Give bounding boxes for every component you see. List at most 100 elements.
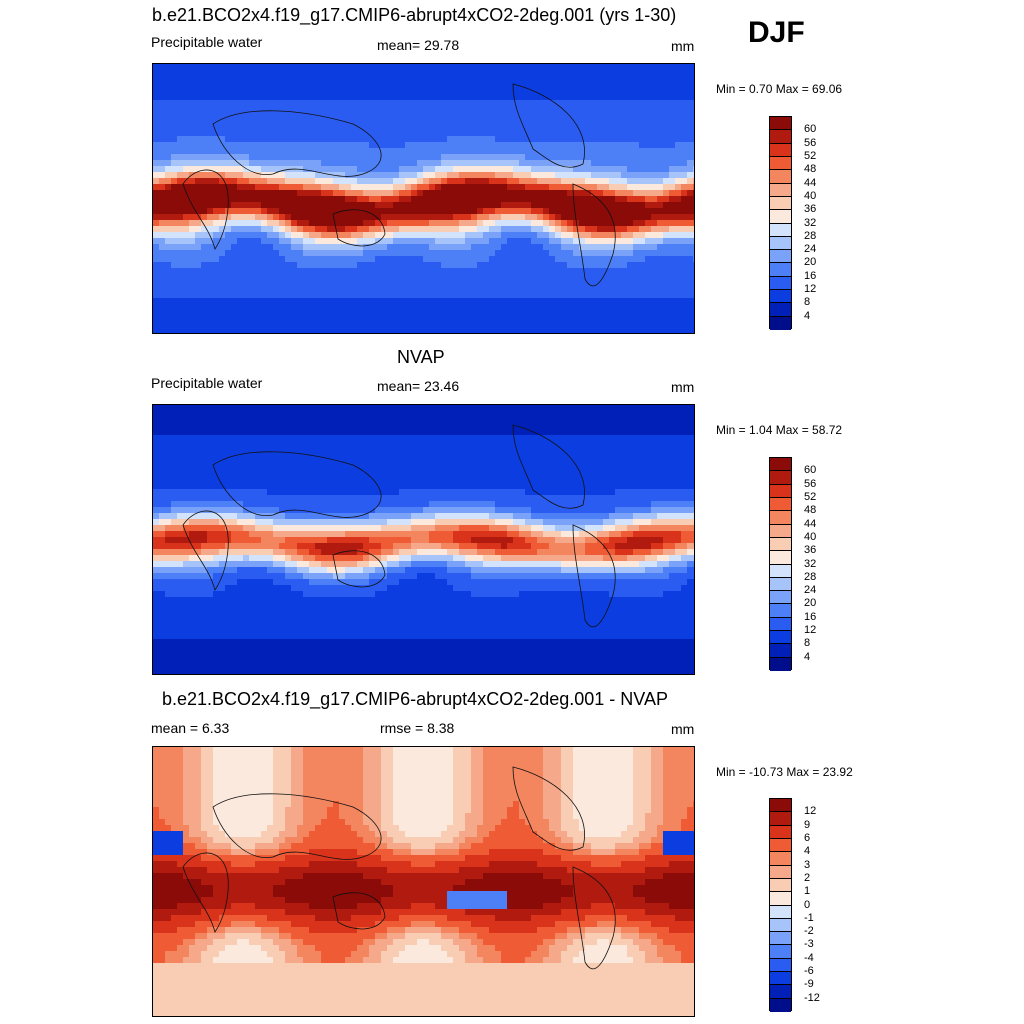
contour-cell xyxy=(273,262,280,269)
contour-cell xyxy=(513,429,520,436)
contour-cell xyxy=(549,172,556,179)
contour-cell xyxy=(555,202,562,209)
contour-cell xyxy=(507,100,514,107)
contour-cell xyxy=(573,423,580,430)
contour-cell xyxy=(183,88,190,95)
contour-cell xyxy=(213,417,220,424)
contour-cell xyxy=(285,208,292,215)
contour-cell xyxy=(315,226,322,233)
contour-cell xyxy=(621,244,628,251)
contour-cell xyxy=(333,441,340,448)
contour-cell xyxy=(657,160,664,167)
contour-cell xyxy=(177,148,184,155)
contour-cell xyxy=(465,196,472,203)
contour-cell xyxy=(675,316,682,323)
contour-cell xyxy=(321,250,328,257)
contour-cell xyxy=(339,316,346,323)
contour-cell xyxy=(549,160,556,167)
contour-cell xyxy=(231,292,238,299)
contour-cell xyxy=(153,136,160,143)
contour-cell xyxy=(387,202,394,209)
contour-cell xyxy=(495,304,502,311)
contour-cell xyxy=(375,82,382,89)
contour-cell xyxy=(231,274,238,281)
contour-cell xyxy=(597,118,604,125)
contour-cell xyxy=(597,298,604,305)
contour-cell xyxy=(165,112,172,119)
contour-cell xyxy=(363,238,370,245)
contour-cell xyxy=(189,178,196,185)
contour-cell xyxy=(423,292,430,299)
contour-cell xyxy=(639,316,646,323)
contour-cell xyxy=(603,106,610,113)
contour-cell xyxy=(255,250,262,257)
contour-cell xyxy=(297,298,304,305)
contour-cell xyxy=(603,178,610,185)
contour-cell xyxy=(489,214,496,221)
contour-cell xyxy=(441,130,448,137)
contour-cell xyxy=(519,100,526,107)
contour-cell xyxy=(165,447,172,454)
contour-cell xyxy=(663,208,670,215)
contour-cell xyxy=(207,304,214,311)
contour-cell xyxy=(525,178,532,185)
contour-cell xyxy=(519,196,526,203)
contour-cell xyxy=(201,112,208,119)
contour-cell xyxy=(681,292,688,299)
contour-cell xyxy=(333,154,340,161)
contour-cell xyxy=(675,220,682,227)
contour-cell xyxy=(483,76,490,83)
contour-cell xyxy=(309,142,316,149)
contour-cell xyxy=(531,76,538,83)
contour-cell xyxy=(237,250,244,257)
contour-cell xyxy=(693,250,694,257)
contour-cell xyxy=(201,256,208,263)
contour-cell xyxy=(555,64,562,71)
contour-cell xyxy=(585,82,592,89)
contour-cell xyxy=(561,202,568,209)
contour-cell xyxy=(279,328,286,333)
contour-cell xyxy=(159,322,166,329)
contour-cell xyxy=(351,148,358,155)
contour-cell xyxy=(441,112,448,119)
contour-cell xyxy=(639,256,646,263)
contour-cell xyxy=(171,286,178,293)
contour-cell xyxy=(303,280,310,287)
contour-cell xyxy=(261,214,268,221)
contour-cell xyxy=(231,226,238,233)
contour-cell xyxy=(423,268,430,275)
contour-cell xyxy=(597,172,604,179)
contour-cell xyxy=(291,172,298,179)
contour-cell xyxy=(579,178,586,185)
contour-cell xyxy=(243,405,250,412)
contour-cell xyxy=(507,208,514,215)
contour-cell xyxy=(177,280,184,287)
contour-cell xyxy=(477,244,484,251)
contour-cell xyxy=(669,405,676,412)
contour-cell xyxy=(417,196,424,203)
contour-cell xyxy=(333,417,340,424)
contour-cell xyxy=(291,202,298,209)
contour-cell xyxy=(243,226,250,233)
contour-cell xyxy=(633,280,640,287)
contour-cell xyxy=(315,160,322,167)
contour-cell xyxy=(417,304,424,311)
contour-cell xyxy=(297,411,304,418)
contour-cell xyxy=(459,208,466,215)
contour-cell xyxy=(627,160,634,167)
panel-2-units: mm xyxy=(671,379,695,395)
contour-cell xyxy=(615,124,622,131)
contour-cell xyxy=(243,459,250,466)
contour-cell xyxy=(513,196,520,203)
contour-cell xyxy=(429,298,436,305)
contour-cell xyxy=(525,417,532,424)
contour-cell xyxy=(279,64,286,71)
contour-cell xyxy=(501,298,508,305)
contour-cell xyxy=(495,238,502,245)
contour-cell xyxy=(237,274,244,281)
contour-cell xyxy=(537,292,544,299)
contour-cell xyxy=(171,64,178,71)
contour-cell xyxy=(207,214,214,221)
contour-cell xyxy=(441,274,448,281)
contour-cell xyxy=(633,124,640,131)
